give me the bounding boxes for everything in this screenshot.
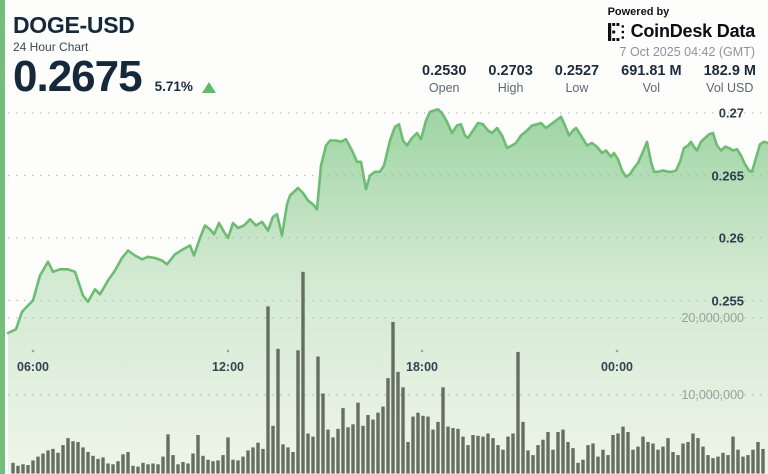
stats-row: 0.2530 Open 0.2703 High 0.2527 Low 691.81 M Vol… xyxy=(422,63,756,95)
price-axis-tick: 0.265 xyxy=(711,168,744,183)
time-axis-tick: 12:00 xyxy=(212,360,244,374)
price-axis-tick: 0.26 xyxy=(718,230,744,246)
timestamp: 7 Oct 2025 04:42 (GMT) xyxy=(619,45,755,59)
stat-label: Low xyxy=(565,81,589,95)
brand-block: Powered by CoinDesk Data 7 Oct 2025 04:4… xyxy=(607,6,756,59)
stat-label: Open xyxy=(428,81,460,95)
stat-value: 691.81 M xyxy=(621,63,682,79)
price-block: 0.2675 5.71% xyxy=(13,55,216,99)
powered-by-label: Powered by xyxy=(607,6,670,18)
change-percent: 5.71% xyxy=(154,79,193,94)
stat-vol: 691.81 M Vol xyxy=(621,63,681,95)
stat-value: 182.9 M xyxy=(703,63,756,79)
stat-vol-usd: 182.9 M Vol USD xyxy=(704,63,756,95)
price-line xyxy=(6,108,768,335)
time-axis-tick: 18:00 xyxy=(406,360,438,374)
title-block: DOGE-USD 24 Hour Chart xyxy=(13,12,135,55)
time-axis-tick: 00:00 xyxy=(601,360,633,374)
coindesk-logo-icon xyxy=(607,22,624,41)
stat-value: 0.2527 xyxy=(554,63,600,79)
page-title: DOGE-USD xyxy=(13,12,135,38)
stat-value: 0.2530 xyxy=(422,63,467,79)
volume-bars xyxy=(11,271,765,474)
stat-low: 0.2527 Low xyxy=(555,63,599,95)
stat-label: Vol xyxy=(642,81,661,95)
price-area-fill xyxy=(8,109,768,474)
price-axis-tick: 0.27 xyxy=(718,105,744,121)
chart-subtitle: 24 Hour Chart xyxy=(13,40,89,55)
stat-value: 0.2703 xyxy=(488,63,533,79)
volume-axis-tick: 10,000,000 xyxy=(681,388,744,402)
coindesk-data-link[interactable]: CoinDesk Data xyxy=(607,21,756,42)
stat-label: High xyxy=(497,81,524,95)
last-price: 0.2675 xyxy=(13,52,143,101)
time-axis-tick-dots xyxy=(31,349,619,353)
brand-name: CoinDesk Data xyxy=(630,21,756,41)
volume-axis-tick: 20,000,000 xyxy=(681,311,744,325)
up-triangle-icon xyxy=(201,82,216,93)
stat-high: 0.2703 High xyxy=(488,63,532,95)
stat-label: Vol USD xyxy=(706,81,754,95)
gridlines xyxy=(8,112,768,396)
card-accent-border xyxy=(0,0,5,474)
stat-open: 0.2530 Open xyxy=(422,63,466,95)
price-axis-tick: 0.255 xyxy=(711,293,744,308)
time-axis-tick: 06:00 xyxy=(17,360,49,374)
